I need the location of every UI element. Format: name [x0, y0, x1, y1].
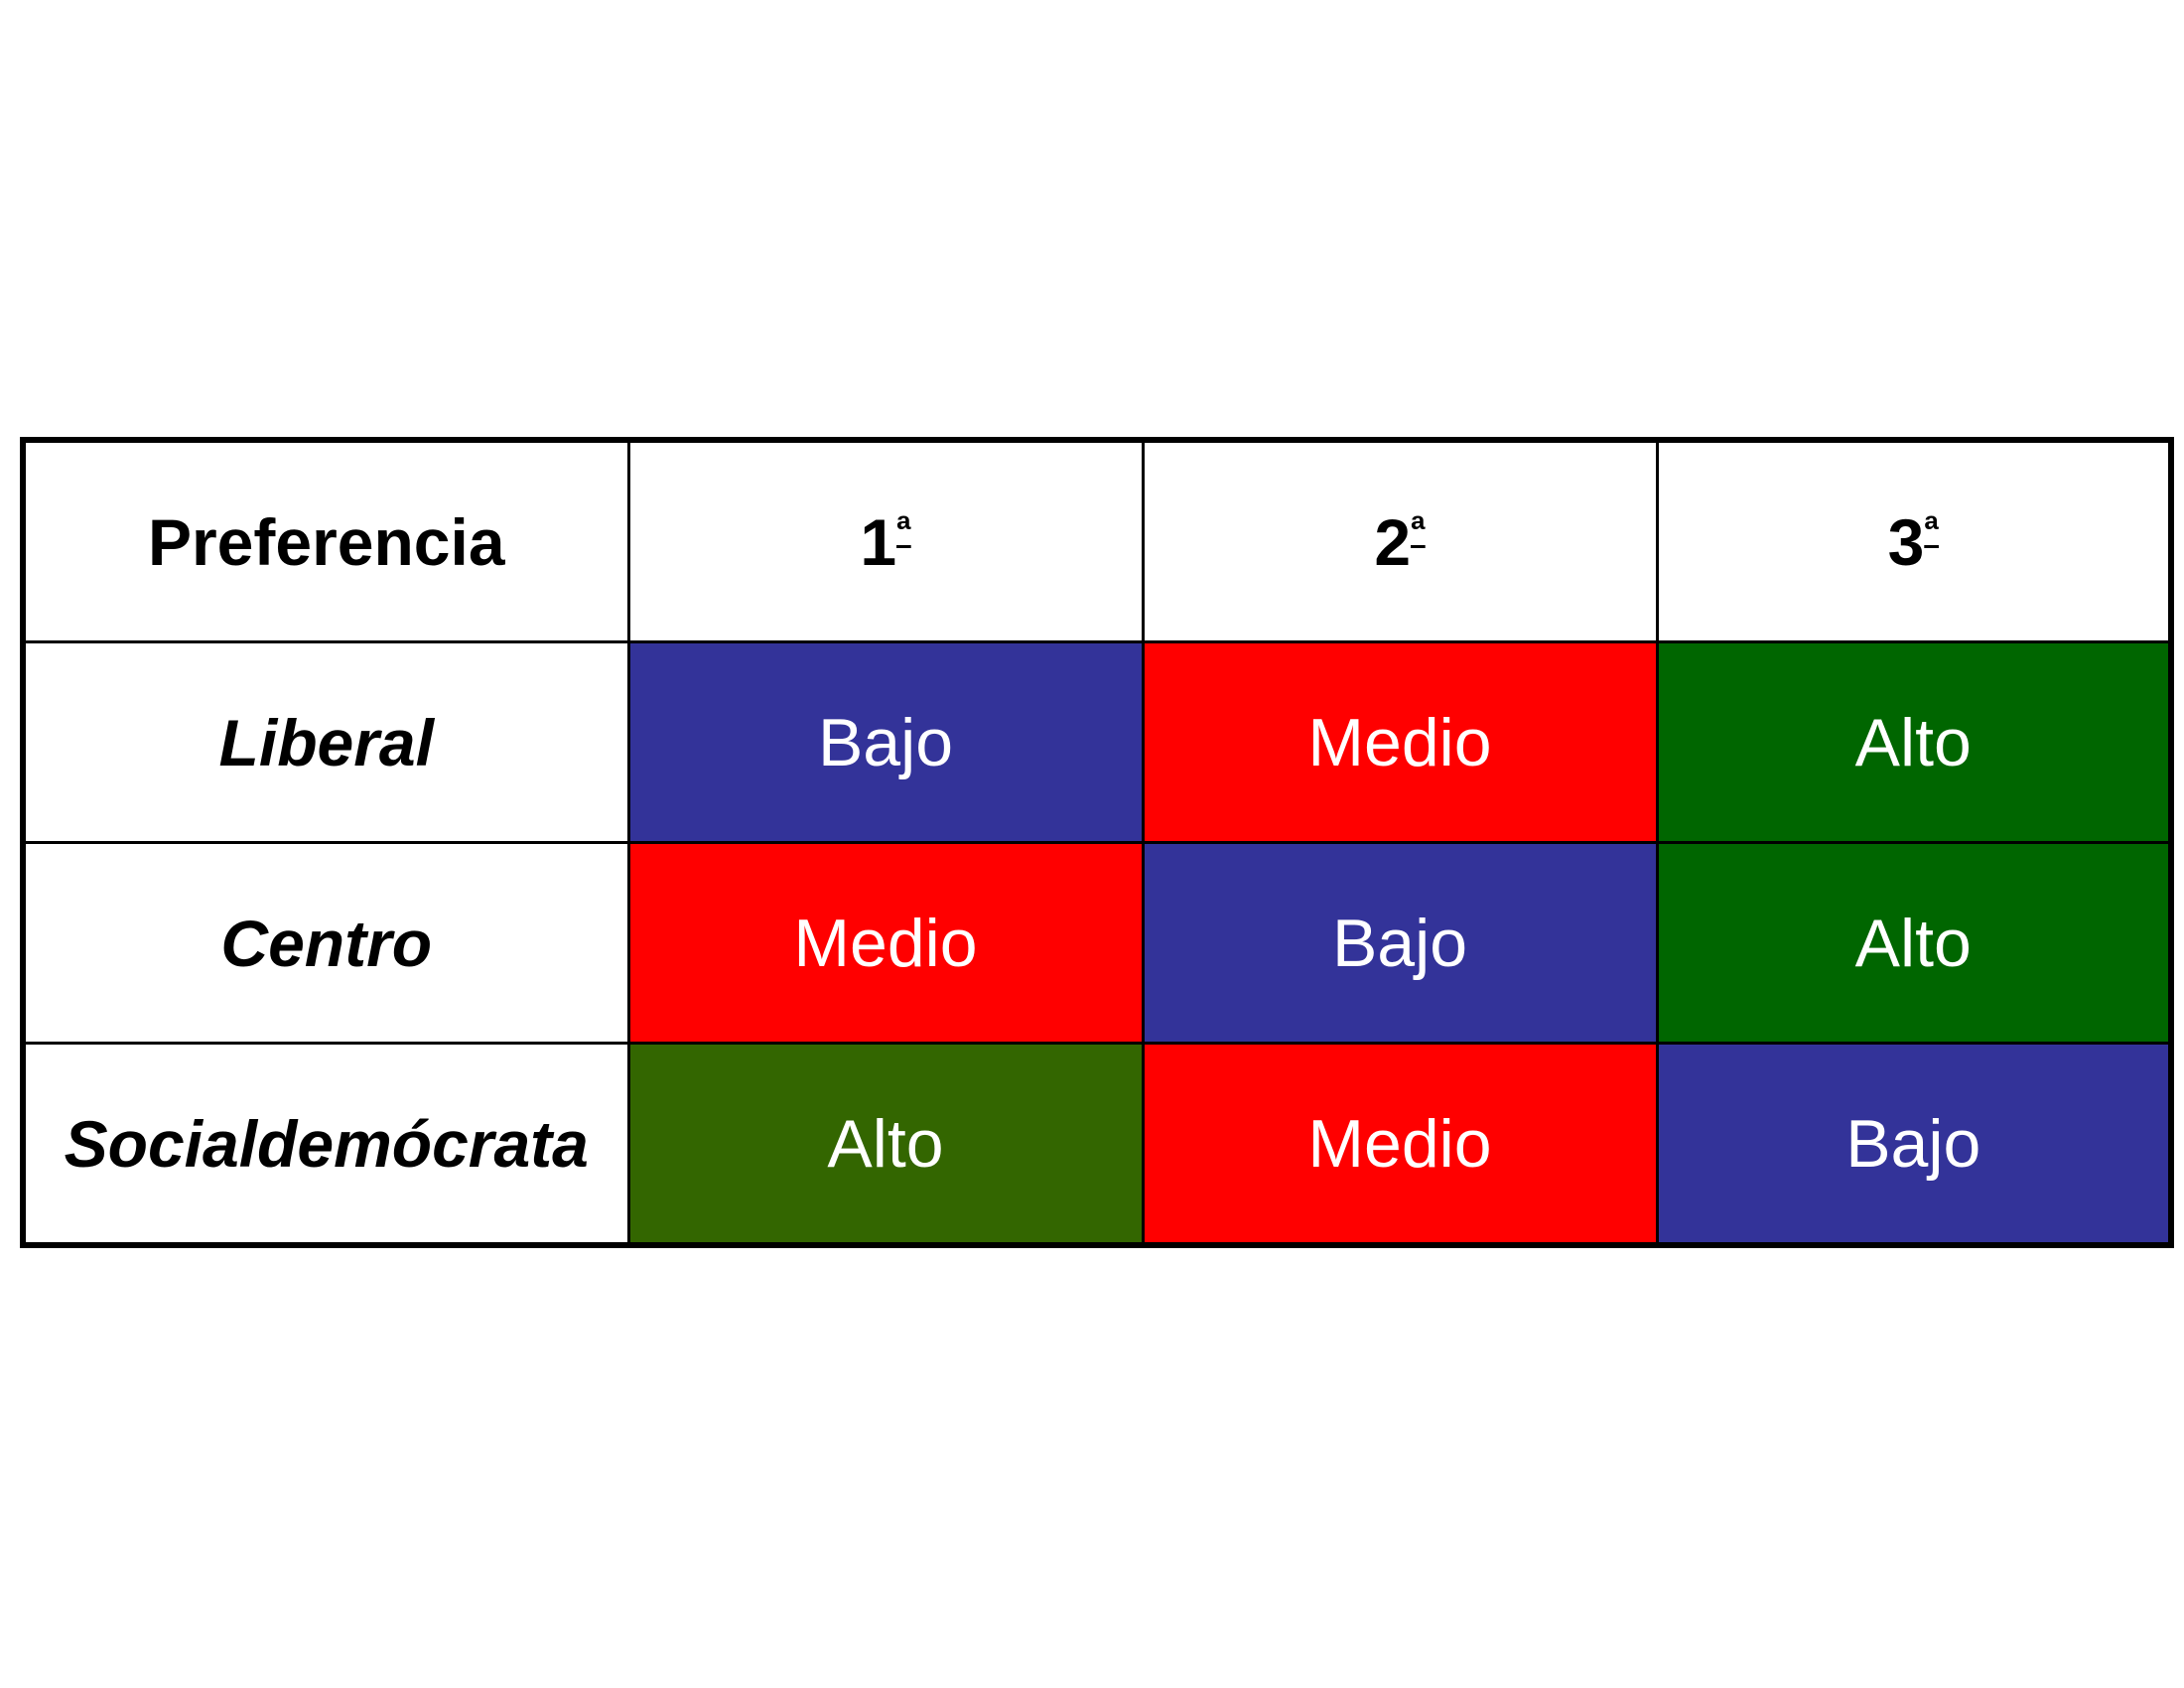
header-col-2: 2ª [1141, 438, 1659, 643]
header-preferencia: Preferencia [21, 438, 630, 643]
header-row: Preferencia 1ª 2ª 3ª [21, 438, 2173, 643]
cell-socialdemocrata-1: Alto [626, 1042, 1145, 1247]
header-col-3: 3ª [1655, 438, 2173, 643]
row-label-liberal: Liberal [21, 640, 630, 844]
cell-socialdemocrata-2: Medio [1141, 1042, 1659, 1247]
header-col-1: 1ª [626, 438, 1145, 643]
preference-table: Preferencia 1ª 2ª 3ª Liberal Bajo Medio … [20, 437, 2174, 1248]
header-col-3-num: 3 [1887, 504, 1925, 579]
table-row: Socialdemócrata Alto Medio Bajo [21, 1042, 2173, 1247]
header-col-2-num: 2 [1374, 504, 1412, 579]
row-label-centro: Centro [21, 841, 630, 1045]
row-label-socialdemocrata: Socialdemócrata [21, 1042, 630, 1247]
cell-liberal-1: Bajo [626, 640, 1145, 844]
cell-centro-2: Bajo [1141, 841, 1659, 1045]
cell-centro-3: Alto [1655, 841, 2173, 1045]
cell-liberal-3: Alto [1655, 640, 2173, 844]
header-col-3-ordinal: ª [1924, 507, 1939, 552]
cell-liberal-2: Medio [1141, 640, 1659, 844]
table-row: Centro Medio Bajo Alto [21, 841, 2173, 1045]
table-row: Liberal Bajo Medio Alto [21, 640, 2173, 844]
header-col-1-ordinal: ª [896, 507, 911, 552]
header-col-1-num: 1 [860, 504, 897, 579]
cell-centro-1: Medio [626, 841, 1145, 1045]
header-col-2-ordinal: ª [1411, 507, 1426, 552]
cell-socialdemocrata-3: Bajo [1655, 1042, 2173, 1247]
